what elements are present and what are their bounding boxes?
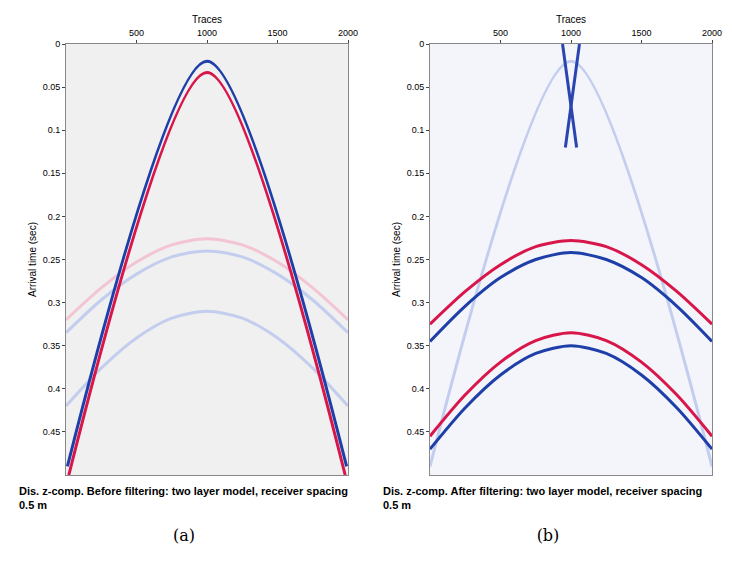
svg-text:1500: 1500	[631, 28, 651, 38]
svg-text:500: 500	[493, 28, 508, 38]
html-text:Dis. z-comp. Before filtering:: Dis. z-comp. Before filtering: two layer…	[19, 485, 348, 511]
svg-text:0: 0	[55, 39, 60, 49]
html-text:(b): (b)	[536, 526, 560, 545]
svg-text:0.4: 0.4	[48, 384, 61, 394]
svg-text:0.15: 0.15	[407, 168, 425, 178]
svg-text:500: 500	[129, 28, 144, 38]
svg-text:Traces: Traces	[556, 14, 586, 25]
svg-text:1500: 1500	[267, 28, 287, 38]
html-text:(a): (a)	[173, 526, 195, 545]
svg-text:0.45: 0.45	[407, 427, 425, 437]
html-text:Dis. z-comp. After filtering:: Dis. z-comp. After filtering: two layer …	[383, 485, 703, 511]
svg-text:0.2: 0.2	[48, 212, 61, 222]
svg-text:0.35: 0.35	[407, 341, 425, 351]
svg-text:Traces: Traces	[192, 14, 222, 25]
svg-text:0.2: 0.2	[412, 212, 425, 222]
svg-text:2000: 2000	[702, 28, 722, 38]
svg-text:1000: 1000	[561, 28, 581, 38]
svg-text:0.45: 0.45	[43, 427, 61, 437]
svg-text:0.05: 0.05	[407, 82, 425, 92]
svg-text:0.1: 0.1	[48, 125, 61, 135]
svg-text:0.35: 0.35	[43, 341, 61, 351]
svg-text:1000: 1000	[197, 28, 217, 38]
svg-text:0.3: 0.3	[412, 298, 425, 308]
svg-text:2000: 2000	[338, 28, 358, 38]
svg-text:Arrival time (sec): Arrival time (sec)	[391, 222, 402, 297]
svg-text:0.1: 0.1	[412, 125, 425, 135]
svg-text:0.15: 0.15	[43, 168, 61, 178]
svg-text:0.25: 0.25	[43, 255, 61, 265]
svg-text:Arrival time (sec): Arrival time (sec)	[27, 222, 38, 297]
svg-text:0.25: 0.25	[407, 255, 425, 265]
svg-text:0.05: 0.05	[43, 82, 61, 92]
svg-text:0.3: 0.3	[48, 298, 61, 308]
svg-text:0.4: 0.4	[412, 384, 425, 394]
svg-text:0: 0	[419, 39, 424, 49]
